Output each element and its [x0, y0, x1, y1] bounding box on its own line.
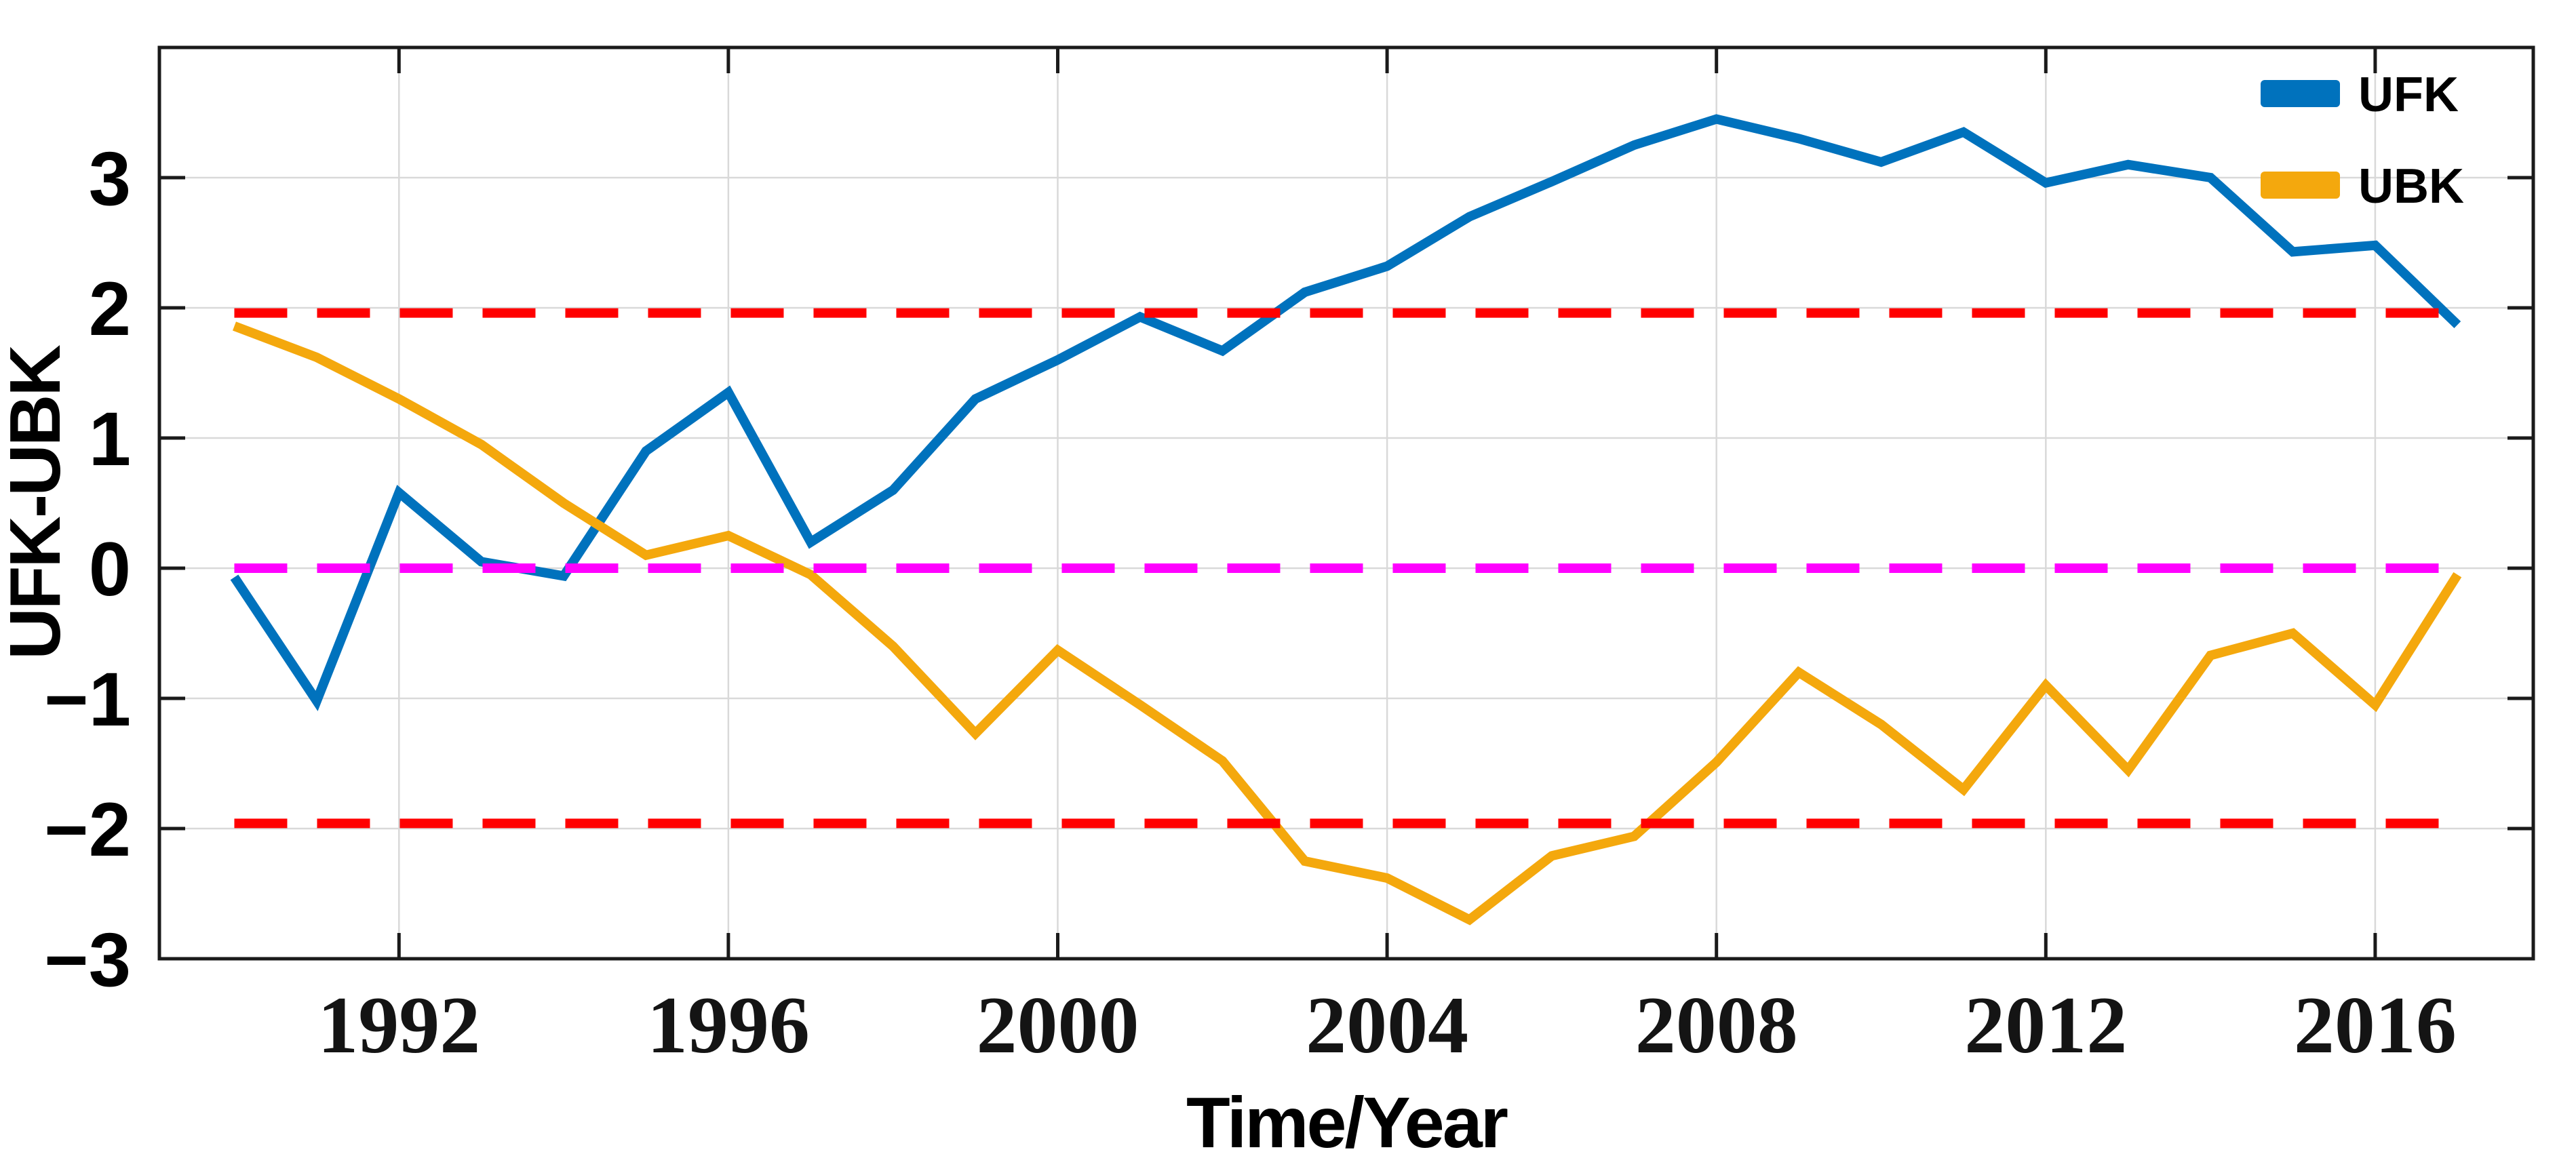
- y-tick-label: −1: [44, 657, 131, 742]
- legend: UFK UBK: [2261, 68, 2464, 214]
- x-tick-label: 2000: [976, 980, 1139, 1070]
- x-tick-label: 1992: [317, 980, 480, 1070]
- x-tick-label: 2012: [1964, 980, 2127, 1070]
- y-tick-label: 1: [89, 397, 131, 481]
- y-tick-label: 2: [89, 266, 131, 351]
- y-tick-label: −2: [44, 787, 131, 872]
- y-tick-label: −3: [44, 917, 131, 1002]
- legend-swatch-ufk: [2261, 80, 2340, 107]
- legend-swatch-ubk: [2261, 172, 2340, 199]
- x-axis-title: Time/Year: [1186, 1083, 1508, 1163]
- x-tick-label: 2016: [2294, 980, 2457, 1070]
- x-tick-label: 2004: [1306, 980, 1468, 1070]
- x-tick-label: 1996: [647, 980, 810, 1070]
- tick-marks: [159, 47, 2533, 961]
- y-tick-label: 0: [89, 527, 131, 612]
- legend-label-ufk: UFK: [2358, 68, 2459, 122]
- legend-label-ubk: UBK: [2358, 159, 2464, 214]
- x-tick-label: 2008: [1635, 980, 1798, 1070]
- ufk-series-line: [230, 114, 2461, 711]
- y-axis-title: UFK-UBK: [0, 345, 75, 660]
- ubk-series-line: [233, 321, 2462, 926]
- plot-background: [159, 47, 2533, 959]
- y-tick-label: 3: [89, 136, 131, 221]
- axes-box: [157, 45, 2535, 961]
